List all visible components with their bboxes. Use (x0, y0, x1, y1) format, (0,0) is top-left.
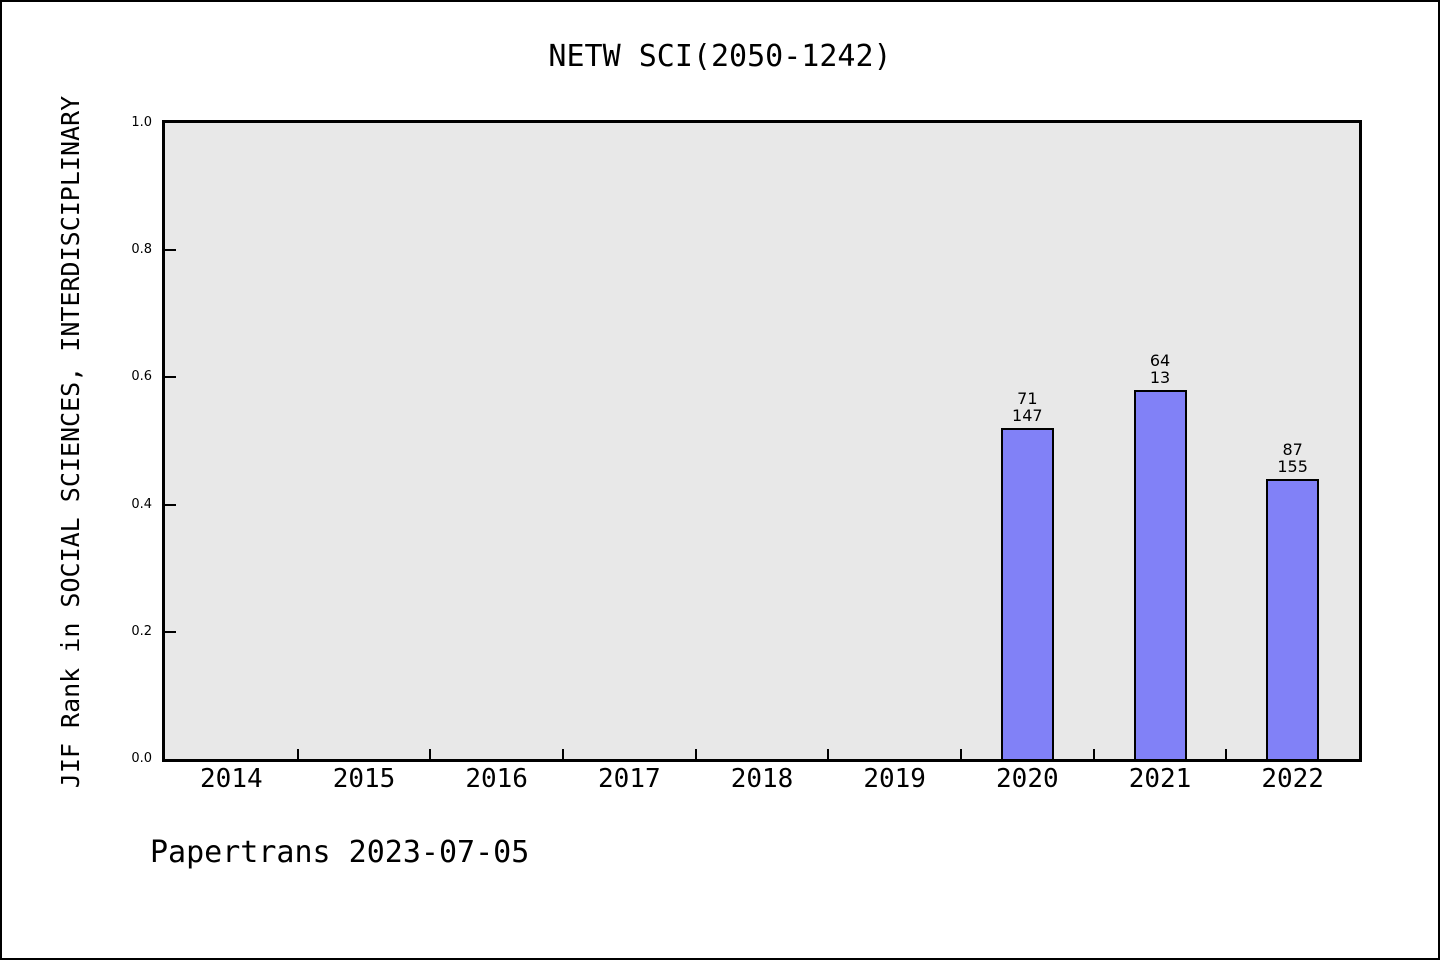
x-tick-mark (1225, 749, 1228, 759)
y-tick-mark (165, 376, 176, 379)
bar-value-line: 155 (1277, 457, 1308, 477)
x-tick-mark (960, 749, 962, 759)
y-tick-label: 1.0 (131, 115, 152, 130)
y-axis-label: JIF Rank in SOCIAL SCIENCES, INTERDISCIP… (56, 95, 85, 789)
y-tick-mark (165, 503, 176, 506)
bar-value-line: 147 (1012, 406, 1043, 426)
y-tick-label: 0.2 (131, 623, 152, 639)
y-tick-label: 0.6 (131, 369, 152, 385)
y-tick-label: 0.0 (131, 751, 152, 766)
bar-2022 (1266, 479, 1320, 759)
bar-value-label: 87 155 (1243, 441, 1343, 475)
x-axis-label: 2018 (730, 764, 794, 794)
x-axis-label: 2016 (465, 764, 528, 794)
x-axis-label: 2022 (1261, 764, 1324, 794)
y-tick-label: 0.8 (131, 242, 152, 258)
y-tick-label: 0.4 (131, 496, 152, 512)
y-tick-mark (165, 630, 176, 633)
x-axis-label: 2014 (200, 764, 263, 794)
x-tick-mark (562, 749, 564, 759)
bar-value-line: 87 (1282, 440, 1303, 460)
plot-area: 71 147 64 13 87 155 (162, 120, 1362, 762)
x-tick-mark (296, 749, 299, 759)
x-axis-label: 2019 (863, 764, 926, 794)
x-tick-mark (694, 749, 697, 759)
x-axis-label: 2015 (332, 764, 396, 794)
x-axis-label: 2021 (1128, 764, 1192, 794)
y-tick-mark (165, 249, 176, 252)
bar-value-line: 13 (1149, 368, 1171, 388)
x-tick-mark (827, 749, 830, 759)
bar-2020 (1000, 428, 1054, 759)
footer-watermark: Papertrans 2023-07-05 (150, 835, 530, 870)
chart-title: NETW SCI(2050-1242) (548, 39, 892, 74)
x-tick-mark (1092, 749, 1095, 759)
bar-2021 (1133, 390, 1187, 759)
bar-value-label: 71 147 (977, 390, 1077, 424)
x-tick-mark (429, 749, 432, 759)
bar-value-label: 64 13 (1110, 352, 1210, 386)
bar-value-line: 64 (1149, 351, 1171, 371)
x-axis-label: 2017 (598, 764, 661, 794)
x-axis-label: 2020 (996, 764, 1059, 794)
bar-value-line: 71 (1017, 389, 1038, 409)
